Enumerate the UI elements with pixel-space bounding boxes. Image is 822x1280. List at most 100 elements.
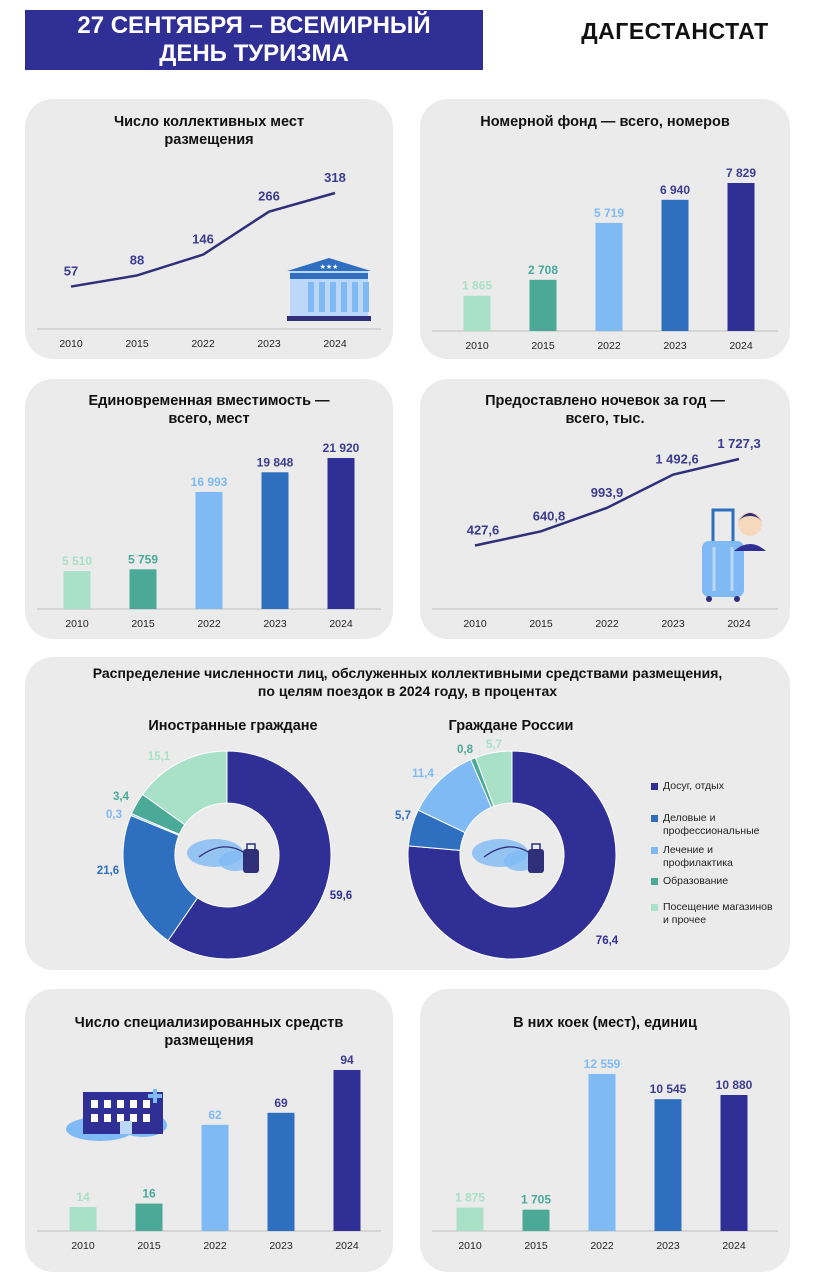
tick-label-2024: 2024 [729,340,753,352]
bar-2023 [267,1112,295,1231]
slice-label-1: 5,7 [395,810,411,822]
card-trip-purpose-distribution: Распределение численности лиц, обслуженн… [25,657,790,970]
bar-2024 [720,1094,748,1231]
legend-swatch [651,815,658,822]
data-label-2022: 5 719 [594,206,624,220]
data-label-2022: 62 [208,1108,222,1122]
bar-2023 [661,199,689,331]
hotel-building-icon: ★★★ [287,258,371,321]
tick-label-2024: 2024 [727,618,751,630]
tick-label-2010: 2010 [463,618,487,630]
card-specialized-accommodation: Число специализированных средств размеще… [25,989,393,1272]
slice-0 [407,750,617,960]
tick-label-2010: 2010 [59,338,83,350]
panel3-chart: 5 510 2010 5 759 2015 16 993 2022 19 848 2023 21… [37,441,381,630]
bar-2010 [456,1207,484,1231]
tick-label-2023: 2023 [263,618,287,630]
donut-russia-title: Граждане России [449,718,574,734]
legend-label: Посещение магазинов и прочее [663,901,773,926]
legend-label: Лечение и профилактика [663,844,733,869]
legend-swatch [651,904,658,911]
panel3-title: Единовременная вместимость — всего, мест [25,392,393,428]
data-label-2022: 993,9 [591,485,624,500]
slice-4 [474,750,513,807]
panel3-title-line2: всего, мест [168,411,250,427]
tick-label-2015: 2015 [131,618,155,630]
bar-2010 [63,571,91,609]
distribution-title-line1: Распределение численности лиц, обслуженн… [92,665,723,681]
bar-2023 [261,472,289,609]
legend-label: Деловые и профессиональные [663,812,760,837]
bar-2024 [333,1070,361,1231]
slice-label-3: 3,4 [113,791,130,803]
data-label-2024: 10 880 [716,1078,753,1092]
panel4-title-line1: Предоставлено ночевок за год — [485,393,725,409]
bar-2022 [195,491,223,609]
panel1-title-line2: размещения [164,132,254,148]
data-label-2015: 88 [130,252,144,267]
panel2-title: Номерной фонд — всего, номеров [420,113,790,131]
data-label-2023: 10 545 [650,1082,687,1096]
panel8-title-line1: В них коек (мест), единиц [513,1015,697,1031]
slice-label-2: 11,4 [412,768,434,780]
card-beds: В них коек (мест), единиц 1 875 2010 1 705… [420,989,790,1272]
data-label-2010: 5 510 [62,554,92,568]
slice-4 [141,750,228,826]
data-label-2015: 5 759 [128,552,158,566]
data-label-2023: 1 492,6 [655,452,698,467]
sanatorium-building-icon [66,1089,167,1141]
panel8-title: В них коек (мест), единиц [420,1014,790,1032]
panel7-chart: 14 2010 16 2015 62 2022 69 2023 94 2024 [37,1053,381,1252]
tick-label-2022: 2022 [197,618,221,630]
data-label-2023: 6 940 [660,183,690,197]
tick-label-2015: 2015 [524,1240,548,1252]
panel2-chart: 1 865 2010 2 708 2015 5 719 2022 6 940 2023 7 82… [432,166,778,352]
bar-2015 [135,1203,163,1231]
tick-label-2023: 2023 [663,340,687,352]
data-label-2022: 16 993 [191,475,228,489]
title-line-2: ДЕНЬ ТУРИЗМА [159,40,349,67]
data-label-2024: 1 727,3 [717,436,760,451]
panel4-title-line2: всего, тыс. [565,411,645,427]
tick-label-2023: 2023 [656,1240,680,1252]
tick-label-2024: 2024 [323,338,347,350]
tick-label-2010: 2010 [465,340,489,352]
data-label-2023: 266 [258,189,280,204]
tick-label-2015: 2015 [529,618,553,630]
data-label-2010: 1 865 [462,279,492,293]
bar-2010 [463,295,491,331]
world-map-suitcase-icon [187,839,259,873]
tick-label-2022: 2022 [203,1240,227,1252]
bar-2022 [588,1074,616,1231]
slice-label-4: 15,1 [148,751,171,763]
data-label-2024: 94 [340,1053,354,1067]
title-banner: 27 СЕНТЯБРЯ – ВСЕМИРНЫЙ ДЕНЬ ТУРИЗМА [25,10,483,70]
slice-label-0: 59,6 [330,890,352,902]
card-collective-accommodation: Число коллективных мест размещения 57 201… [25,99,393,359]
data-label-2022: 146 [192,232,214,247]
panel3-title-line1: Единовременная вместимость — [88,393,330,409]
panel1-title-line1: Число коллективных мест [113,114,305,130]
bar-2022 [595,222,623,331]
data-label-2015: 2 708 [528,263,558,277]
data-label-2023: 69 [274,1096,288,1110]
panel4-title: Предоставлено ночевок за год — всего, ты… [420,392,790,428]
slice-label-1: 21,6 [97,865,119,877]
bar-2015 [129,569,157,609]
donut-charts: Иностранные граждане Граждане России 59,6 2… [97,718,619,960]
slice-label-2: 0,3 [106,809,122,821]
legend-label: Досуг, отдых [663,780,724,792]
tick-label-2024: 2024 [329,618,353,630]
card-overnight-stays: Предоставлено ночевок за год — всего, ты… [420,379,790,639]
tick-label-2024: 2024 [335,1240,359,1252]
panel4-chart: 427,6 2010 640,8 2015 993,9 2022 1 492,6 2023 1 … [432,436,778,630]
slice-label-0: 76,4 [596,935,619,947]
panel8-chart: 1 875 2010 1 705 2015 12 559 2022 10 545 2023 10… [432,1057,778,1252]
panel7-title-line2: размещения [164,1033,254,1049]
title-line-1: 27 СЕНТЯБРЯ – ВСЕМИРНЫЙ [77,12,431,39]
world-map-suitcase-icon [472,839,544,873]
data-label-2010: 1 875 [455,1191,485,1205]
distribution-title: Распределение численности лиц, обслуженн… [25,664,790,700]
bar-2015 [522,1209,550,1231]
panel1-chart: 57 2010 88 2015 146 2022 266 2023 318 2024 ★★★ [37,170,381,350]
